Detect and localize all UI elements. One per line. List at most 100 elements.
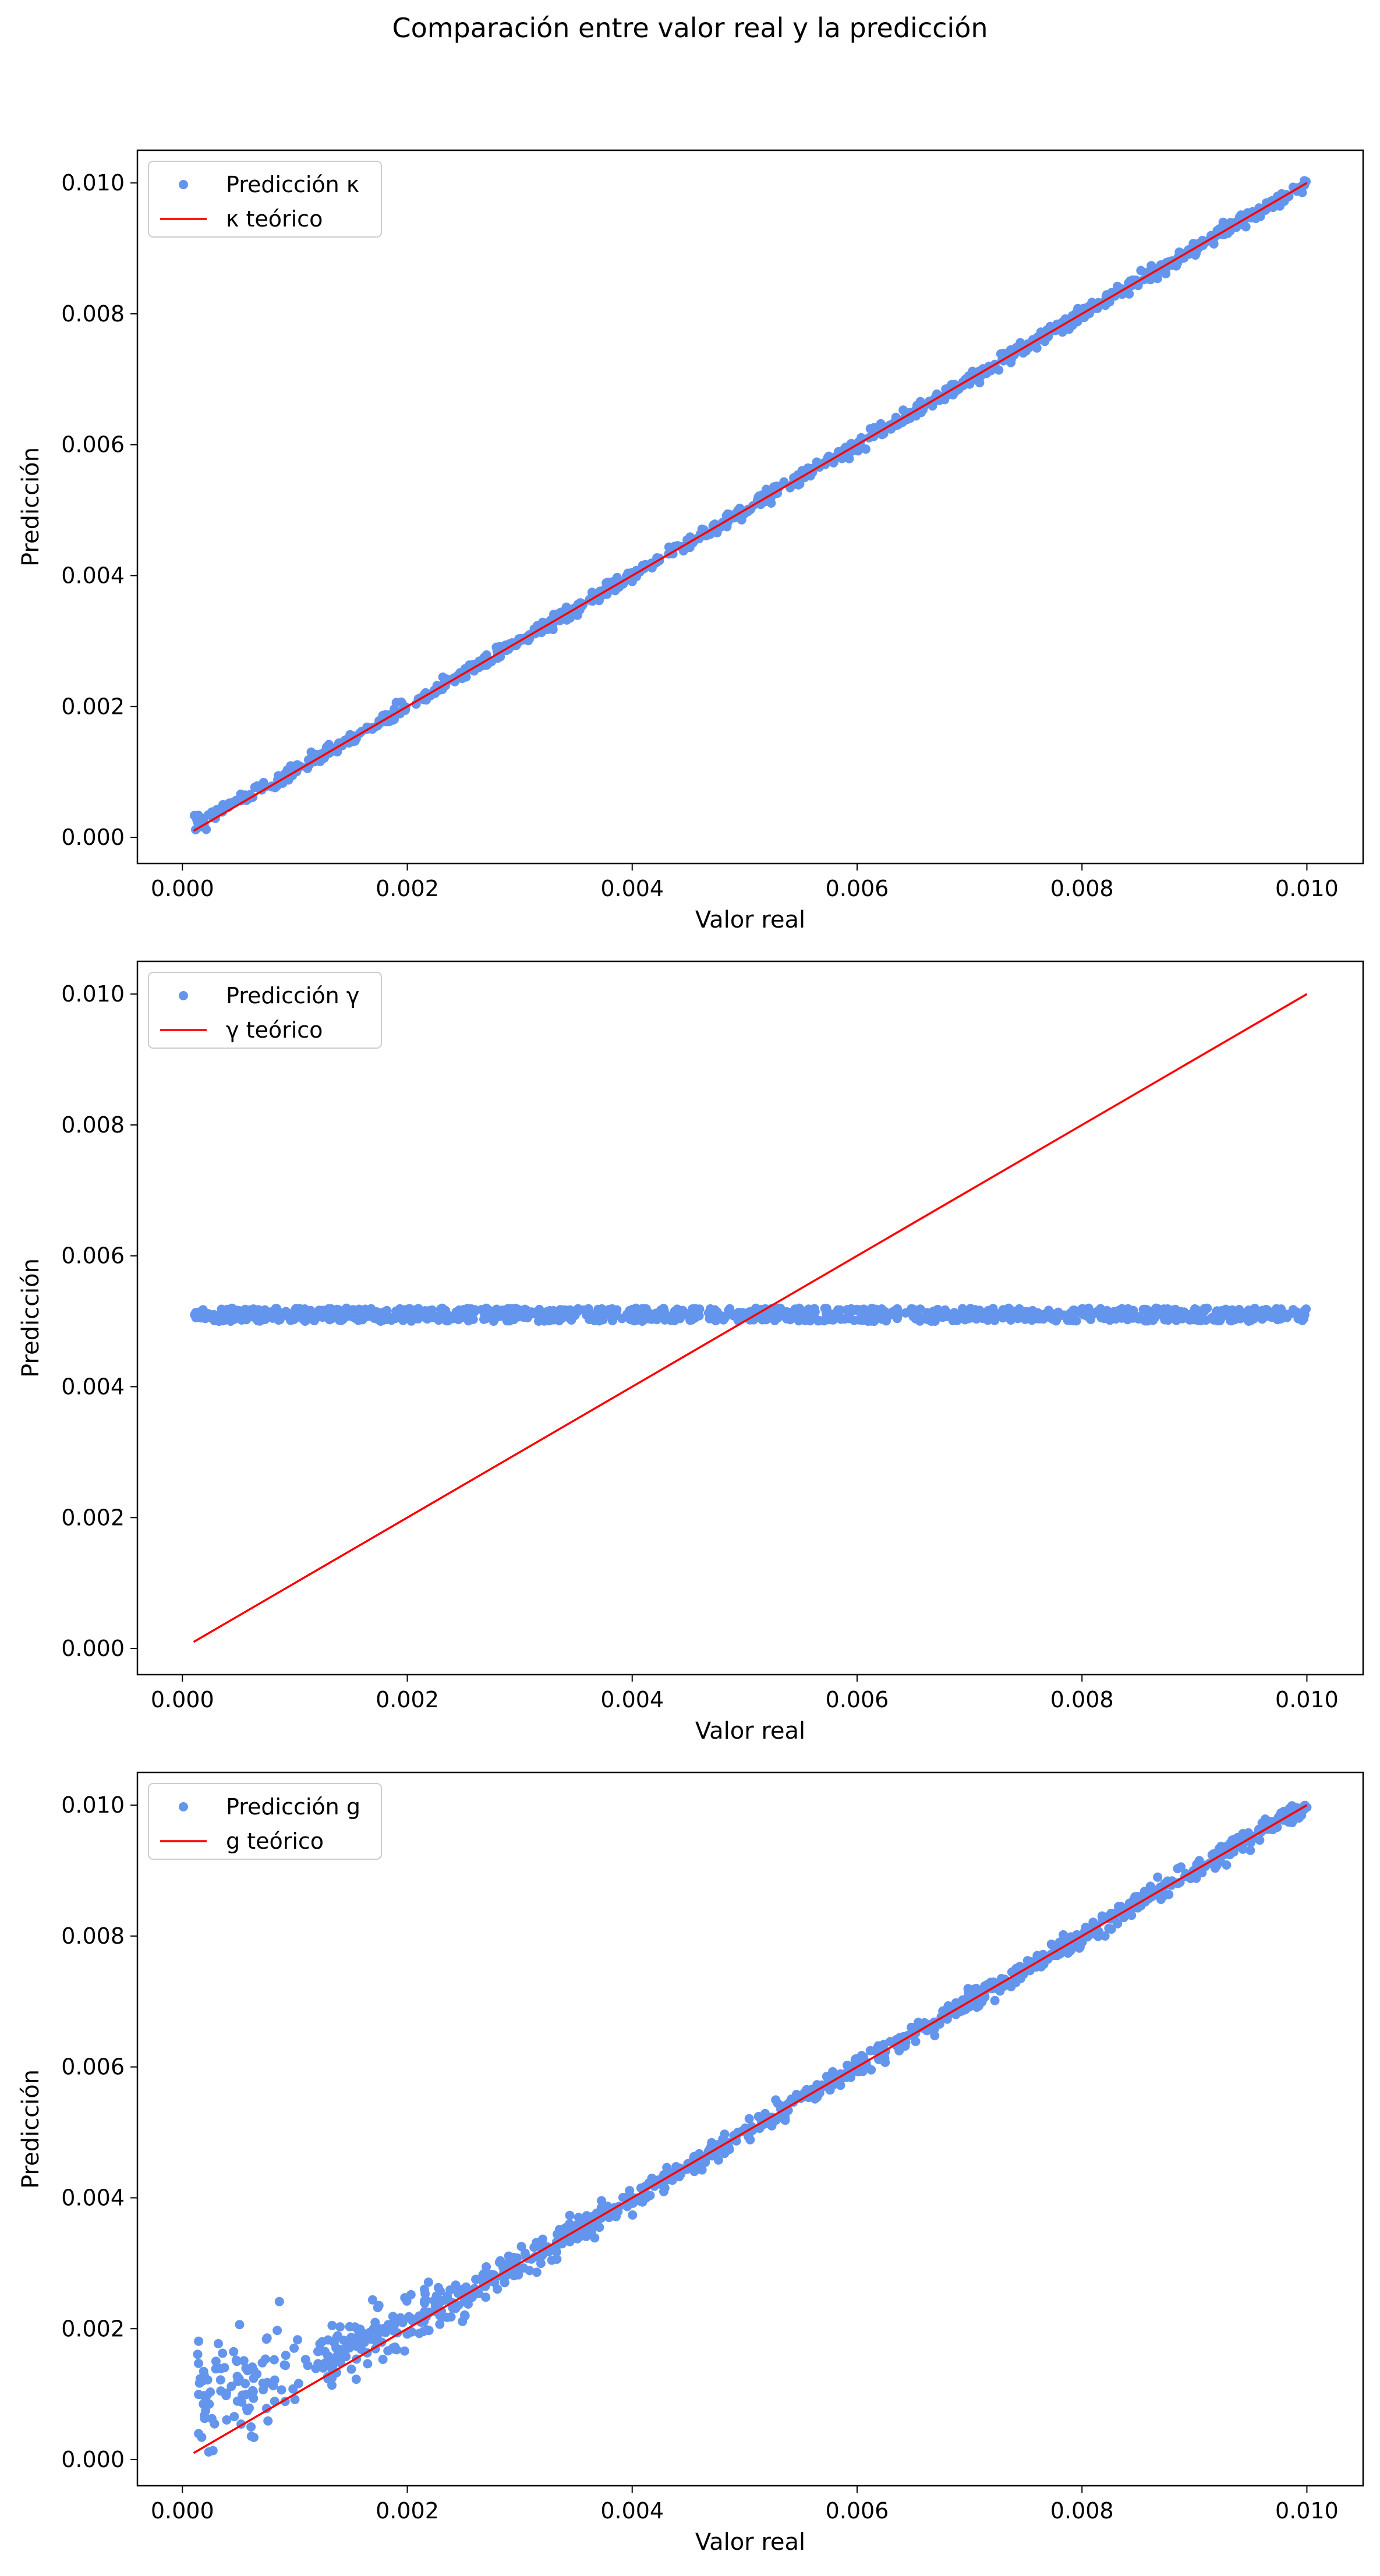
data-point <box>460 2311 470 2321</box>
data-point <box>548 625 558 635</box>
x-tick-label: 0.004 <box>600 876 664 901</box>
data-point <box>933 1304 943 1314</box>
y-tick-label: 0.002 <box>61 1505 125 1530</box>
data-point <box>442 2312 452 2322</box>
data-point <box>609 1312 619 1322</box>
data-point <box>668 1313 678 1323</box>
data-point <box>803 463 813 473</box>
data-point <box>1201 1315 1211 1325</box>
data-point <box>565 613 575 623</box>
data-point <box>481 2292 491 2302</box>
data-point <box>263 2416 273 2426</box>
data-point <box>1096 1313 1106 1323</box>
data-point <box>1152 274 1162 284</box>
data-point <box>881 1314 891 1324</box>
data-point <box>596 2203 606 2213</box>
data-point <box>631 1303 641 1313</box>
data-point <box>369 2324 378 2334</box>
data-point <box>877 1304 887 1314</box>
data-point <box>459 2297 469 2306</box>
data-point <box>990 1315 1000 1325</box>
y-tick-label: 0.008 <box>61 1112 125 1138</box>
data-point <box>311 2363 321 2373</box>
data-point <box>194 2358 203 2368</box>
legend-label: Predicción κ <box>226 172 359 197</box>
data-point <box>865 2046 875 2055</box>
x-tick-label: 0.006 <box>826 1687 889 1712</box>
data-point <box>405 2313 415 2323</box>
data-point <box>1245 1845 1255 1855</box>
data-point <box>339 2348 349 2358</box>
data-point <box>220 2363 229 2373</box>
data-point <box>723 509 733 519</box>
data-point <box>802 2085 812 2094</box>
y-tick-label: 0.004 <box>61 563 125 589</box>
data-point <box>949 1308 959 1318</box>
data-point <box>760 2108 770 2118</box>
data-point <box>1066 1932 1076 1942</box>
data-point <box>597 2196 606 2206</box>
data-point <box>761 1315 771 1325</box>
data-point <box>1006 1315 1015 1325</box>
data-point <box>273 2326 282 2336</box>
data-point <box>199 1307 208 1317</box>
data-point <box>356 2344 366 2354</box>
data-point <box>434 1315 444 1325</box>
data-point <box>422 2325 431 2335</box>
data-point <box>246 2422 256 2432</box>
data-point <box>421 1307 431 1317</box>
data-point <box>813 1315 823 1325</box>
data-point <box>330 2356 339 2366</box>
data-point <box>809 1307 819 1317</box>
data-point <box>353 1315 363 1325</box>
y-tick-label: 0.004 <box>61 1374 125 1400</box>
x-tick-label: 0.010 <box>1275 2498 1339 2524</box>
data-point <box>374 2301 384 2310</box>
data-point <box>316 2346 326 2356</box>
data-point <box>281 2351 291 2360</box>
data-point <box>327 2320 337 2330</box>
y-axis-label: Predicción <box>17 447 44 567</box>
data-point <box>1078 1304 1088 1314</box>
data-point <box>1248 1310 1258 1319</box>
data-point <box>713 2155 723 2165</box>
data-point <box>415 2311 424 2321</box>
data-point <box>617 1314 627 1324</box>
data-point <box>239 2356 249 2366</box>
data-point <box>378 2355 388 2364</box>
y-axis-label: Predicción <box>17 1258 44 1378</box>
data-point <box>926 1317 936 1326</box>
y-tick-label: 0.010 <box>61 170 125 196</box>
data-point <box>388 2312 398 2322</box>
data-point <box>391 698 401 707</box>
data-point <box>772 1311 781 1321</box>
data-point <box>544 1316 554 1326</box>
data-point <box>644 2178 654 2188</box>
data-point <box>1034 1310 1043 1320</box>
y-tick-label: 0.010 <box>61 1792 125 1818</box>
data-point <box>342 2338 352 2348</box>
data-point <box>690 1304 700 1314</box>
data-point <box>779 1308 788 1318</box>
data-point <box>990 1309 1000 1319</box>
data-point <box>495 642 504 652</box>
data-point <box>214 2339 223 2348</box>
data-point <box>785 1315 795 1325</box>
data-point <box>574 1305 584 1314</box>
data-point <box>628 2210 638 2220</box>
data-point <box>471 2274 481 2284</box>
data-point <box>862 1310 872 1319</box>
data-point <box>221 2391 231 2401</box>
data-point <box>388 2323 398 2333</box>
data-point <box>496 1311 505 1321</box>
data-point <box>207 1313 217 1323</box>
data-point <box>459 1311 469 1321</box>
data-point <box>1288 1305 1298 1315</box>
data-point <box>557 2239 567 2249</box>
data-point <box>1100 1931 1110 1941</box>
legend-label: g teórico <box>226 1828 324 1854</box>
data-point <box>218 2348 228 2358</box>
data-point <box>1272 1304 1282 1314</box>
data-point <box>346 2364 356 2374</box>
data-point <box>423 2277 433 2287</box>
